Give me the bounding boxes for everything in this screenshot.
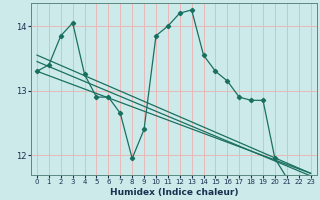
X-axis label: Humidex (Indice chaleur): Humidex (Indice chaleur) <box>109 188 238 197</box>
